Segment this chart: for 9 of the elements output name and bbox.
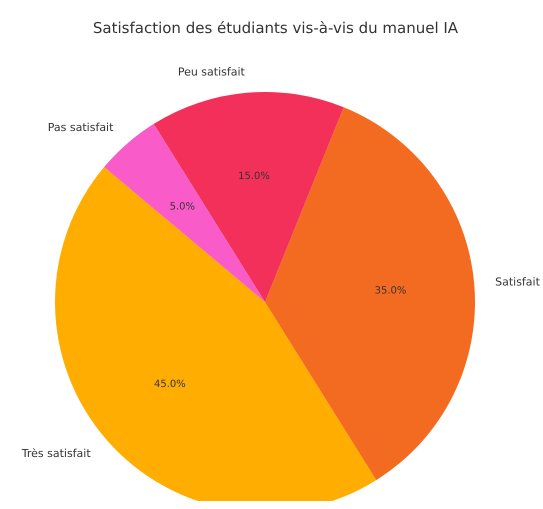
slice-label: Pas satisfait xyxy=(48,121,114,134)
slice-label: Satisfait xyxy=(495,275,541,288)
data-label: 35.0% xyxy=(374,286,406,297)
data-label: 15.0% xyxy=(238,170,270,182)
data-label: 45.0% xyxy=(154,379,186,390)
slice-label: Peu satisfait xyxy=(178,65,246,78)
data-label: 5.0% xyxy=(170,201,196,212)
slice-label: Très satisfait xyxy=(20,447,92,460)
chart-title: Satisfaction des étudiants vis-à-vis du manuel IA xyxy=(92,19,459,37)
